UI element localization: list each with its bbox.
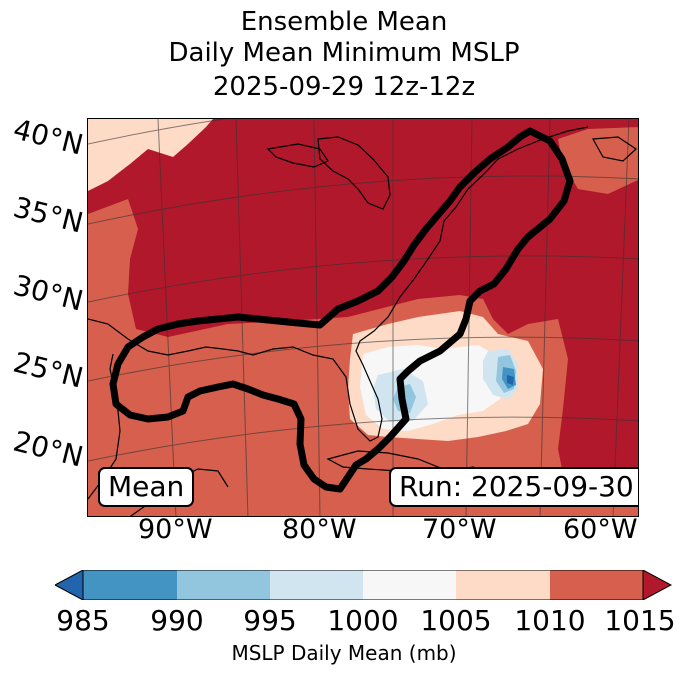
meridian-65w [539, 119, 551, 516]
lake-north [266, 143, 329, 168]
colorbar-under-triangle [55, 570, 84, 600]
map-canvas [88, 119, 638, 516]
lon-label-90w: 90°W [138, 514, 213, 545]
gulf-coast [88, 126, 589, 442]
colorbar-tick-990: 990 [150, 604, 204, 637]
colorbar [55, 570, 672, 600]
lat-label-30n: 30°N [10, 268, 87, 318]
colorbar-band-985-990 [83, 570, 177, 600]
colorbar-band-1005-1010 [456, 570, 550, 600]
meridian-90w [157, 119, 177, 516]
colorbar-band-995-1000 [270, 570, 363, 600]
title-line-1: Ensemble Mean [240, 7, 448, 37]
colorbar-label: MSLP Daily Mean (mb) [231, 641, 457, 665]
colorbar-tick-1010: 1010 [514, 604, 586, 637]
colorbar-band-1000-1005 [363, 570, 456, 600]
title-line-3: 2025-09-29 12z-12z [212, 72, 476, 102]
colorbar-tick-995: 995 [243, 604, 297, 637]
lat-label-40n: 40°N [10, 112, 87, 162]
colorbar-band-1010-1015 [550, 570, 643, 600]
colorbar-tick-985: 985 [56, 604, 110, 637]
parallel-40n [88, 119, 228, 145]
lon-label-80w: 80°W [282, 514, 357, 545]
colorbar-over-triangle [642, 570, 672, 600]
run-date-box: Run: 2025-09-30 [389, 467, 638, 507]
ensemble-outline-contour [109, 127, 574, 493]
lon-label-70w: 70°W [422, 514, 497, 545]
colorbar-tick-1005: 1005 [420, 604, 492, 637]
parallel-35n [88, 175, 638, 225]
nova-scotia [592, 136, 637, 162]
field-1010-1015-ne [558, 127, 638, 194]
meridian-60w [612, 119, 630, 516]
great-lakes [317, 136, 391, 210]
colorbar-frame [82, 570, 644, 600]
lat-label-25n: 25°N [10, 345, 87, 395]
map-panel: Mean Run: 2025-09-30 [87, 118, 639, 517]
colorbar-band-990-995 [177, 570, 270, 600]
lat-label-20n: 20°N [10, 424, 87, 474]
parallel-30n [88, 255, 638, 303]
parallel-25n [88, 336, 638, 382]
colorbar-tick-1000: 1000 [327, 604, 399, 637]
title-line-2: Daily Mean Minimum MSLP [168, 38, 520, 68]
colorbar-tick-1015: 1015 [604, 604, 676, 637]
lon-label-60w: 60°W [563, 514, 638, 545]
lat-label-35n: 35°N [10, 190, 87, 240]
meridian-80w [313, 119, 321, 516]
parallel-20n [88, 416, 638, 462]
field-under-985 [507, 375, 514, 385]
mean-label-box: Mean [98, 467, 195, 507]
